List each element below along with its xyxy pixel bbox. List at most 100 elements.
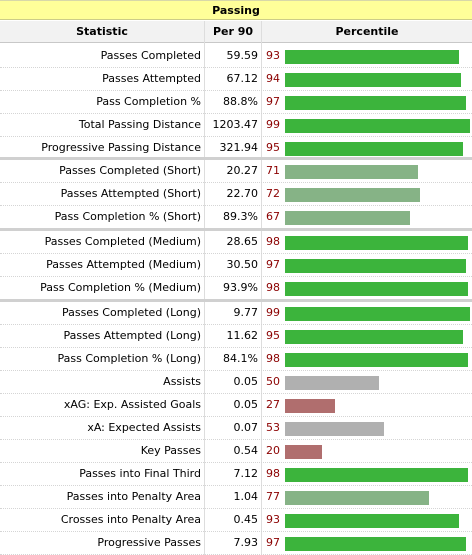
statistic-name: Passes Attempted (Medium) bbox=[46, 258, 201, 271]
statistic-name: Pass Completion % (Medium) bbox=[40, 281, 201, 294]
per90-value: 28.65 bbox=[226, 235, 259, 248]
percentile-rank: 71 bbox=[266, 164, 280, 177]
statistic-name: Passes into Final Third bbox=[79, 467, 201, 480]
statistic-name: Total Passing Distance bbox=[78, 118, 201, 131]
percentile-bar bbox=[285, 188, 420, 202]
table-row: xA: Expected Assists 0.07 53 bbox=[0, 417, 472, 440]
statistic-name: Key Passes bbox=[140, 444, 201, 457]
per90-value: 88.8% bbox=[223, 95, 258, 108]
table-row: Pass Completion % (Long) 84.1% 98 bbox=[0, 348, 472, 371]
percentile-rank: 94 bbox=[266, 72, 280, 85]
percentile-rank: 20 bbox=[266, 444, 280, 457]
table-row: Pass Completion % 88.8% 97 bbox=[0, 91, 472, 114]
per90-value: 0.07 bbox=[233, 421, 259, 434]
percentile-bar bbox=[285, 376, 379, 390]
percentile-bar bbox=[285, 282, 468, 296]
column-header-statistic[interactable]: Statistic bbox=[76, 25, 128, 38]
percentile-rank: 97 bbox=[266, 258, 280, 271]
statistic-name: Passes Completed (Long) bbox=[61, 306, 201, 319]
table-row: Passes Attempted (Short) 22.70 72 bbox=[0, 183, 472, 206]
statistic-name: Pass Completion % bbox=[96, 95, 201, 108]
statistic-name: Progressive Passing Distance bbox=[41, 141, 201, 154]
percentile-bar bbox=[285, 259, 466, 273]
table-row: Passes Completed (Long) 9.77 99 bbox=[0, 299, 472, 325]
table-header: Statistic Per 90 Percentile bbox=[0, 21, 472, 43]
percentile-rank: 77 bbox=[266, 490, 280, 503]
per90-value: 0.45 bbox=[233, 513, 259, 526]
percentile-bar bbox=[285, 96, 466, 110]
per90-value: 59.59 bbox=[226, 49, 259, 62]
percentile-bar bbox=[285, 50, 459, 64]
table-row: Total Passing Distance 1203.47 99 bbox=[0, 114, 472, 137]
percentile-bar bbox=[285, 236, 468, 250]
per90-value: 321.94 bbox=[219, 141, 259, 154]
percentile-bar bbox=[285, 211, 410, 225]
column-divider bbox=[204, 21, 205, 555]
per90-value: 1.04 bbox=[233, 490, 259, 503]
table-row: Assists 0.05 50 bbox=[0, 371, 472, 394]
table-row: xAG: Exp. Assisted Goals 0.05 27 bbox=[0, 394, 472, 417]
percentile-rank: 98 bbox=[266, 281, 280, 294]
per90-value: 89.3% bbox=[223, 210, 258, 223]
column-divider bbox=[261, 21, 262, 555]
statistic-name: Passes Attempted (Long) bbox=[63, 329, 201, 342]
statistic-name: Passes Attempted (Short) bbox=[60, 187, 201, 200]
percentile-bar bbox=[285, 307, 470, 321]
statistic-name: Passes Attempted bbox=[102, 72, 201, 85]
statistic-name: Progressive Passes bbox=[97, 536, 201, 549]
per90-value: 11.62 bbox=[226, 329, 259, 342]
percentile-rank: 67 bbox=[266, 210, 280, 223]
percentile-rank: 99 bbox=[266, 118, 280, 131]
table-row: Progressive Passes 7.93 97 bbox=[0, 532, 472, 555]
table-row: Passes into Final Third 7.12 98 bbox=[0, 463, 472, 486]
table-row: Pass Completion % (Medium) 93.9% 98 bbox=[0, 277, 472, 300]
percentile-bar bbox=[285, 399, 335, 413]
percentile-rank: 99 bbox=[266, 306, 280, 319]
per90-value: 20.27 bbox=[226, 164, 259, 177]
table-title: Passing bbox=[0, 0, 472, 20]
table-row: Passes Completed (Short) 20.27 71 bbox=[0, 157, 472, 183]
statistic-name: Crosses into Penalty Area bbox=[60, 513, 201, 526]
percentile-rank: 95 bbox=[266, 329, 280, 342]
percentile-rank: 98 bbox=[266, 235, 280, 248]
per90-value: 30.50 bbox=[226, 258, 259, 271]
table-row: Passes Completed 59.59 93 bbox=[0, 45, 472, 68]
percentile-bar bbox=[285, 422, 384, 436]
table-row: Passes into Penalty Area 1.04 77 bbox=[0, 486, 472, 509]
per90-value: 22.70 bbox=[226, 187, 259, 200]
table-row: Passes Attempted 67.12 94 bbox=[0, 68, 472, 91]
statistic-name: Passes Completed (Medium) bbox=[44, 235, 201, 248]
percentile-bar bbox=[285, 73, 461, 87]
per90-value: 1203.47 bbox=[212, 118, 259, 131]
per90-value: 0.05 bbox=[233, 375, 259, 388]
percentile-bar bbox=[285, 537, 466, 551]
statistic-name: Assists bbox=[163, 375, 201, 388]
table-row: Pass Completion % (Short) 89.3% 67 bbox=[0, 206, 472, 229]
percentile-rank: 72 bbox=[266, 187, 280, 200]
statistic-name: Passes into Penalty Area bbox=[66, 490, 201, 503]
statistic-name: Passes Completed bbox=[100, 49, 201, 62]
percentile-bar bbox=[285, 119, 470, 133]
percentile-bar bbox=[285, 445, 322, 459]
percentile-rank: 93 bbox=[266, 49, 280, 62]
per90-value: 9.77 bbox=[233, 306, 259, 319]
percentile-bar bbox=[285, 514, 459, 528]
percentile-rank: 98 bbox=[266, 352, 280, 365]
percentile-bar bbox=[285, 142, 463, 156]
percentile-rank: 95 bbox=[266, 141, 280, 154]
percentile-rank: 27 bbox=[266, 398, 280, 411]
per90-value: 0.05 bbox=[233, 398, 259, 411]
per90-value: 67.12 bbox=[226, 72, 259, 85]
statistic-name: Pass Completion % (Long) bbox=[57, 352, 202, 365]
percentile-bar bbox=[285, 330, 463, 344]
column-header-percentile[interactable]: Percentile bbox=[335, 25, 399, 38]
percentile-bar bbox=[285, 353, 468, 367]
statistic-name: xA: Expected Assists bbox=[87, 421, 201, 434]
table-row: Passes Completed (Medium) 28.65 98 bbox=[0, 228, 472, 254]
column-header-per90[interactable]: Per 90 bbox=[212, 25, 254, 38]
per90-value: 93.9% bbox=[223, 281, 258, 294]
percentile-rank: 97 bbox=[266, 536, 280, 549]
percentile-bar bbox=[285, 165, 418, 179]
percentile-rank: 93 bbox=[266, 513, 280, 526]
